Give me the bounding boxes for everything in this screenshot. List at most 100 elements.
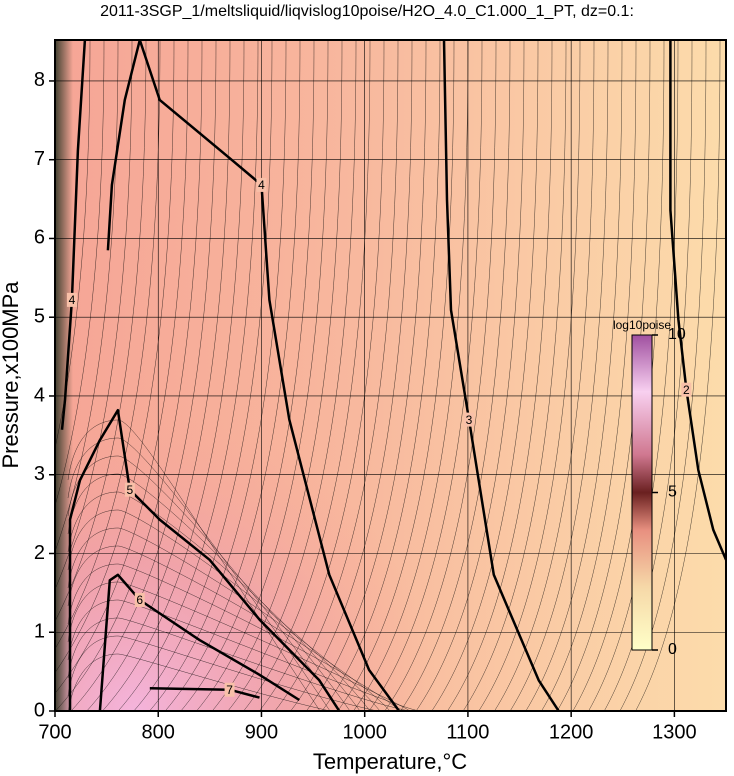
thin-contour <box>337 40 455 711</box>
thin-contour <box>494 40 595 711</box>
thin-contour <box>227 40 357 711</box>
thin-contour <box>67 473 351 711</box>
thin-contour <box>67 419 321 711</box>
contour-label: 3 <box>466 413 473 427</box>
thin-contour <box>635 40 721 711</box>
thin-contour <box>55 40 147 622</box>
axes: 700 800 900 1000 1100 1200 1300 0 1 2 3 4 5 6 7 8 <box>34 69 697 743</box>
grid <box>55 40 726 711</box>
thin-contour <box>274 40 399 711</box>
thin-contour <box>55 40 91 450</box>
thin-contour <box>556 40 651 711</box>
thin-contour <box>619 40 707 711</box>
thin-contour <box>306 40 427 711</box>
thin-contour <box>55 40 175 673</box>
contour-label: 4 <box>69 293 76 307</box>
y-tick-label: 1 <box>34 621 45 643</box>
colorbar-tick-label: 0 <box>668 641 677 658</box>
thin-contour <box>462 40 567 711</box>
thin-contour <box>196 40 329 711</box>
thin-contour <box>180 40 315 711</box>
thin-contour <box>55 40 161 650</box>
y-tick-label: 5 <box>34 306 45 328</box>
background <box>55 40 73 711</box>
contour-label-bg <box>124 482 135 497</box>
thin-contour <box>368 40 483 711</box>
contour-label: 4 <box>258 178 265 192</box>
thin-contour <box>55 40 105 507</box>
x-tick-label: 800 <box>142 721 175 743</box>
thin-contour <box>67 563 401 711</box>
thin-contour <box>431 40 539 711</box>
x-tick-label: 900 <box>245 721 278 743</box>
plot-area: 4 4 3 2 5 6 7 <box>55 40 726 711</box>
thin-contour <box>525 40 623 711</box>
thin-contour <box>400 40 511 711</box>
thin-contour <box>55 40 189 694</box>
thin-contour <box>541 40 637 711</box>
y-tick-label: 2 <box>34 542 45 564</box>
x-tick-label: 1000 <box>342 721 387 743</box>
thin-contour <box>243 40 371 711</box>
contour-label: 7 <box>226 683 233 697</box>
contour-label-bg <box>681 382 692 397</box>
thin-contour <box>509 40 609 711</box>
contour-label: 5 <box>126 483 133 497</box>
thin-contour <box>149 40 287 711</box>
chart-title: 2011-3SGP_1/meltsliquid/liqvislog10poise… <box>100 3 634 20</box>
plot-frame <box>54 39 727 712</box>
contour-label-bg <box>256 177 267 192</box>
thin-contour <box>165 40 301 711</box>
x-tick-label: 700 <box>38 721 71 743</box>
thin-contour <box>67 527 381 711</box>
thin-contour <box>133 40 273 711</box>
contour-label-bg <box>134 592 145 607</box>
contours: 4 4 3 2 5 6 7 <box>60 40 726 711</box>
thin-contour <box>588 40 679 711</box>
thin-contour <box>70 40 217 711</box>
thin-contour <box>68 653 451 711</box>
y-tick-label: 0 <box>34 699 45 721</box>
thin-contour <box>86 40 231 711</box>
thin-contour <box>478 40 581 711</box>
thin-contour <box>67 581 411 711</box>
colorbar-title: log10poise <box>613 318 671 332</box>
colorbar-tick-label: 5 <box>668 484 677 501</box>
contour-line <box>106 40 401 711</box>
thin-contour <box>67 437 331 711</box>
y-tick-label: 7 <box>34 148 45 170</box>
y-tick-label: 4 <box>34 384 45 406</box>
y-tick-label: 3 <box>34 463 45 485</box>
colorbar: log10poise 0 5 10 <box>613 318 686 658</box>
thin-contour <box>384 40 497 711</box>
colorbar-tick-label: 10 <box>668 326 686 343</box>
x-tick-label: 1100 <box>446 721 489 743</box>
thin-contour <box>55 40 133 590</box>
thin-contour <box>55 40 203 711</box>
thin-contour <box>415 40 525 711</box>
thin-contour <box>117 40 259 711</box>
x-tick-label: 1300 <box>652 721 697 743</box>
contour-label: 6 <box>136 593 143 607</box>
contour-label-bg <box>463 412 474 427</box>
thin-contour <box>604 40 693 711</box>
contour-label-bg <box>224 682 235 697</box>
thin-contour <box>447 40 553 711</box>
colorbar-fill <box>631 334 653 651</box>
thin-contour <box>55 40 119 552</box>
contour-label-bg <box>66 292 77 307</box>
contour-label: 2 <box>683 383 690 397</box>
thin-contour <box>212 40 343 711</box>
thin-contour <box>67 545 391 711</box>
thin-contour <box>290 40 413 711</box>
x-axis-label: Temperature,°C <box>313 749 467 774</box>
x-tick-label: 1200 <box>549 721 594 743</box>
y-tick-label: 6 <box>34 227 45 249</box>
thin-contour <box>102 40 245 711</box>
thin-contour <box>353 40 469 711</box>
y-axis-label: Pressure,x100MPa <box>0 281 23 469</box>
thin-contour <box>67 599 421 711</box>
y-tick-label: 8 <box>34 69 45 91</box>
thin-contour <box>321 40 441 711</box>
